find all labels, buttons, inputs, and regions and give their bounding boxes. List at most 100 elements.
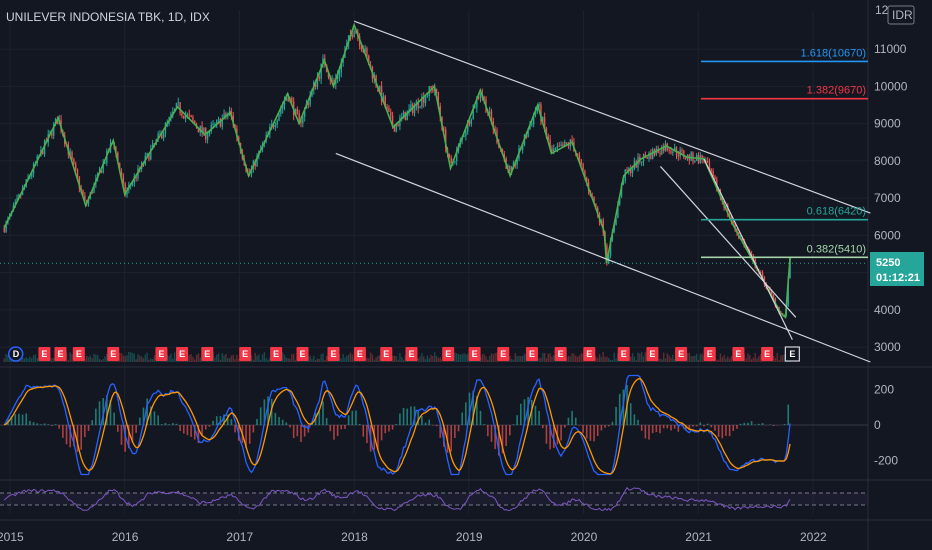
candle-body: [188, 114, 190, 116]
volume-bar: [490, 353, 493, 362]
trendline[interactable]: [703, 158, 793, 340]
earnings-marker[interactable]: E: [38, 347, 51, 361]
earnings-marker[interactable]: E: [72, 347, 85, 361]
earnings-marker[interactable]: E: [554, 347, 567, 361]
marker-label: E: [76, 349, 82, 359]
candle-body: [771, 290, 773, 295]
earnings-marker-bg[interactable]: [583, 347, 596, 361]
volume-bar: [417, 358, 419, 362]
earnings-marker-bg[interactable]: [617, 347, 630, 361]
osc-histogram-bar: [714, 425, 716, 431]
earnings-marker-bg[interactable]: [525, 347, 538, 361]
volume-bar: [172, 358, 174, 362]
earnings-marker-bg[interactable]: [675, 347, 688, 361]
earnings-marker[interactable]: E: [468, 347, 481, 361]
volume-bar: [547, 353, 549, 362]
earnings-marker[interactable]: E: [380, 347, 393, 361]
earnings-marker[interactable]: E: [732, 347, 745, 361]
earnings-marker-bg[interactable]: [442, 347, 455, 361]
earnings-marker-bg[interactable]: [201, 347, 214, 361]
volume-bar: [124, 356, 126, 362]
earnings-marker[interactable]: E: [353, 347, 366, 361]
volume-bar: [51, 358, 53, 362]
earnings-marker-bg[interactable]: [703, 347, 716, 361]
candle-body: [184, 115, 187, 119]
earnings-marker-bg[interactable]: [646, 347, 659, 361]
earnings-marker[interactable]: E: [784, 346, 800, 362]
earnings-marker-bg[interactable]: [327, 347, 340, 361]
dividend-marker-bg[interactable]: [7, 346, 24, 362]
earnings-marker[interactable]: E: [239, 347, 252, 361]
earnings-marker-bg[interactable]: [468, 347, 481, 361]
trendline[interactable]: [659, 166, 797, 318]
earnings-marker-bg[interactable]: [107, 347, 120, 361]
earnings-marker[interactable]: D: [7, 346, 24, 362]
earnings-marker[interactable]: E: [583, 347, 596, 361]
candle-body: [421, 96, 423, 107]
osc-histogram-bar: [640, 425, 643, 431]
earnings-marker-bg[interactable]: [497, 347, 510, 361]
earnings-marker-bg[interactable]: [270, 347, 283, 361]
earnings-marker[interactable]: E: [703, 347, 716, 361]
trendline-layer[interactable]: [335, 20, 871, 363]
volume-bar: [457, 353, 460, 362]
osc-histogram-bar: [171, 423, 174, 425]
earnings-marker[interactable]: E: [155, 347, 168, 361]
earnings-marker[interactable]: E: [761, 347, 774, 361]
earnings-marker-bg[interactable]: [38, 347, 51, 361]
volume-bar: [723, 354, 725, 362]
volume-bar: [318, 358, 321, 362]
earnings-marker[interactable]: E: [107, 347, 120, 361]
volume-bar: [320, 354, 322, 362]
volume-bar: [3, 358, 5, 362]
earnings-marker-bg[interactable]: [296, 347, 309, 361]
earnings-marker[interactable]: E: [54, 347, 67, 361]
candle-body: [192, 117, 194, 121]
candle-body: [554, 147, 557, 149]
candle-body: [150, 149, 152, 160]
earnings-marker-bg[interactable]: [54, 347, 67, 361]
earnings-marker[interactable]: E: [296, 347, 309, 361]
fib-extension-layer[interactable]: 1.618(10670) 1.382(9670) 0.618(6420) 0.382(…: [0, 47, 868, 264]
volume-bar: [395, 356, 397, 362]
currency-box[interactable]: [887, 5, 915, 25]
volume-bar: [551, 356, 553, 362]
earnings-marker-bg[interactable]: [176, 347, 189, 361]
earnings-marker-bg[interactable]: [554, 347, 567, 361]
trendline[interactable]: [335, 152, 871, 363]
earnings-marker[interactable]: E: [675, 347, 688, 361]
earnings-marker[interactable]: E: [176, 347, 189, 361]
marker-label: E: [300, 349, 306, 359]
marker-label: E: [110, 349, 116, 359]
earnings-marker-bg[interactable]: [380, 347, 393, 361]
earnings-marker[interactable]: E: [525, 347, 538, 361]
osc-histogram-bar: [505, 425, 507, 447]
next-earnings-marker-bg[interactable]: [784, 346, 800, 362]
candle-body: [3, 227, 5, 232]
earnings-marker[interactable]: E: [270, 347, 283, 361]
earnings-marker-bg[interactable]: [72, 347, 85, 361]
earnings-marker[interactable]: E: [405, 347, 418, 361]
earnings-marker[interactable]: E: [327, 347, 340, 361]
earnings-marker-bg[interactable]: [761, 347, 774, 361]
osc-histogram-bar: [43, 423, 46, 425]
earnings-marker[interactable]: E: [201, 347, 214, 361]
earnings-marker-bg[interactable]: [353, 347, 366, 361]
earnings-marker-bg[interactable]: [732, 347, 745, 361]
earnings-marker-bg[interactable]: [155, 347, 168, 361]
earnings-marker[interactable]: E: [442, 347, 455, 361]
earnings-marker[interactable]: E: [497, 347, 510, 361]
earnings-marker[interactable]: E: [617, 347, 630, 361]
candle-body: [659, 152, 661, 155]
osc-histogram-bar: [699, 422, 702, 425]
earnings-marker[interactable]: E: [646, 347, 659, 361]
volume-bar: [197, 353, 200, 362]
earnings-marker-bg[interactable]: [405, 347, 418, 361]
osc-histogram-bar: [421, 415, 423, 425]
trendline[interactable]: [353, 20, 871, 214]
osc-histogram-bar: [215, 416, 218, 425]
earnings-marker-bg[interactable]: [239, 347, 252, 361]
osc-histogram-bar: [219, 416, 222, 425]
